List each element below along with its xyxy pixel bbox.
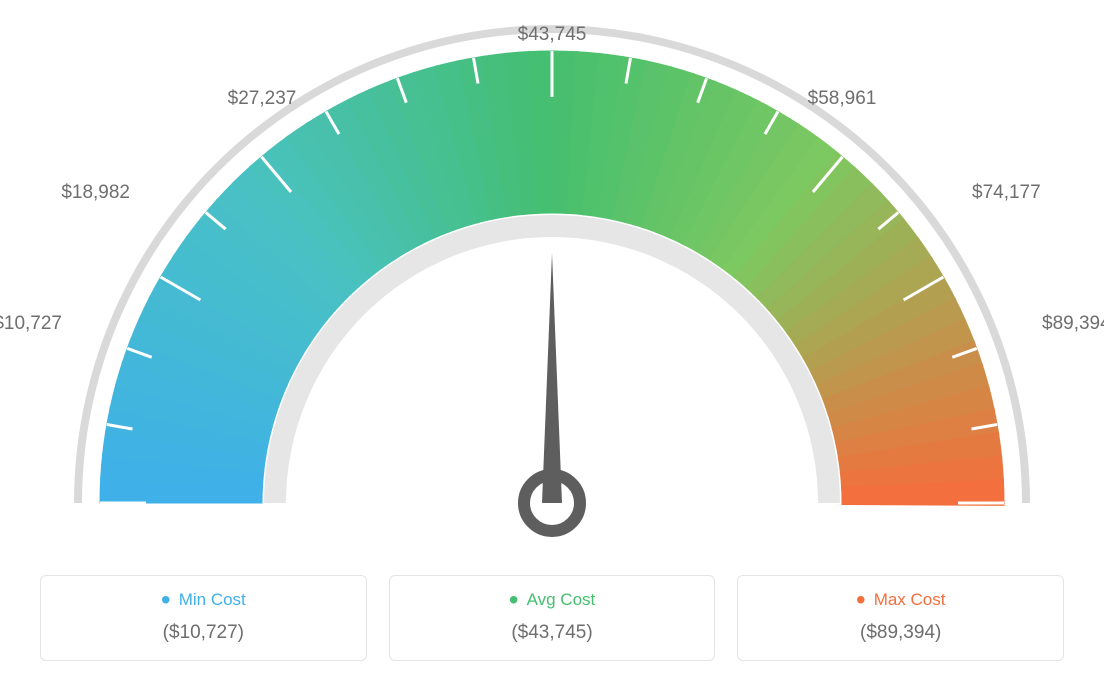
- max-cost-value: ($89,394): [738, 622, 1063, 644]
- scale-label: $18,982: [61, 182, 130, 204]
- legend-card-min: Min Cost ($10,727): [40, 575, 367, 661]
- scale-label: $89,394: [1042, 313, 1104, 335]
- scale-label: $74,177: [972, 182, 1041, 204]
- gauge-chart: $10,727 $18,982 $27,237 $43,745 $58,961 $74,1…: [0, 25, 1104, 555]
- min-cost-label: Min Cost: [161, 590, 246, 610]
- scale-label: $43,745: [518, 24, 587, 46]
- min-cost-value: ($10,727): [41, 622, 366, 644]
- max-cost-label: Max Cost: [856, 590, 946, 610]
- avg-cost-label: Avg Cost: [509, 590, 595, 610]
- avg-cost-value: ($43,745): [390, 622, 715, 644]
- legend-row: Min Cost ($10,727) Avg Cost ($43,745) Ma…: [40, 575, 1064, 661]
- legend-card-max: Max Cost ($89,394): [737, 575, 1064, 661]
- scale-label: $27,237: [228, 88, 297, 110]
- gauge-svg: [0, 25, 1104, 555]
- scale-label: $58,961: [808, 88, 877, 110]
- scale-label: $10,727: [0, 313, 62, 335]
- legend-card-avg: Avg Cost ($43,745): [389, 575, 716, 661]
